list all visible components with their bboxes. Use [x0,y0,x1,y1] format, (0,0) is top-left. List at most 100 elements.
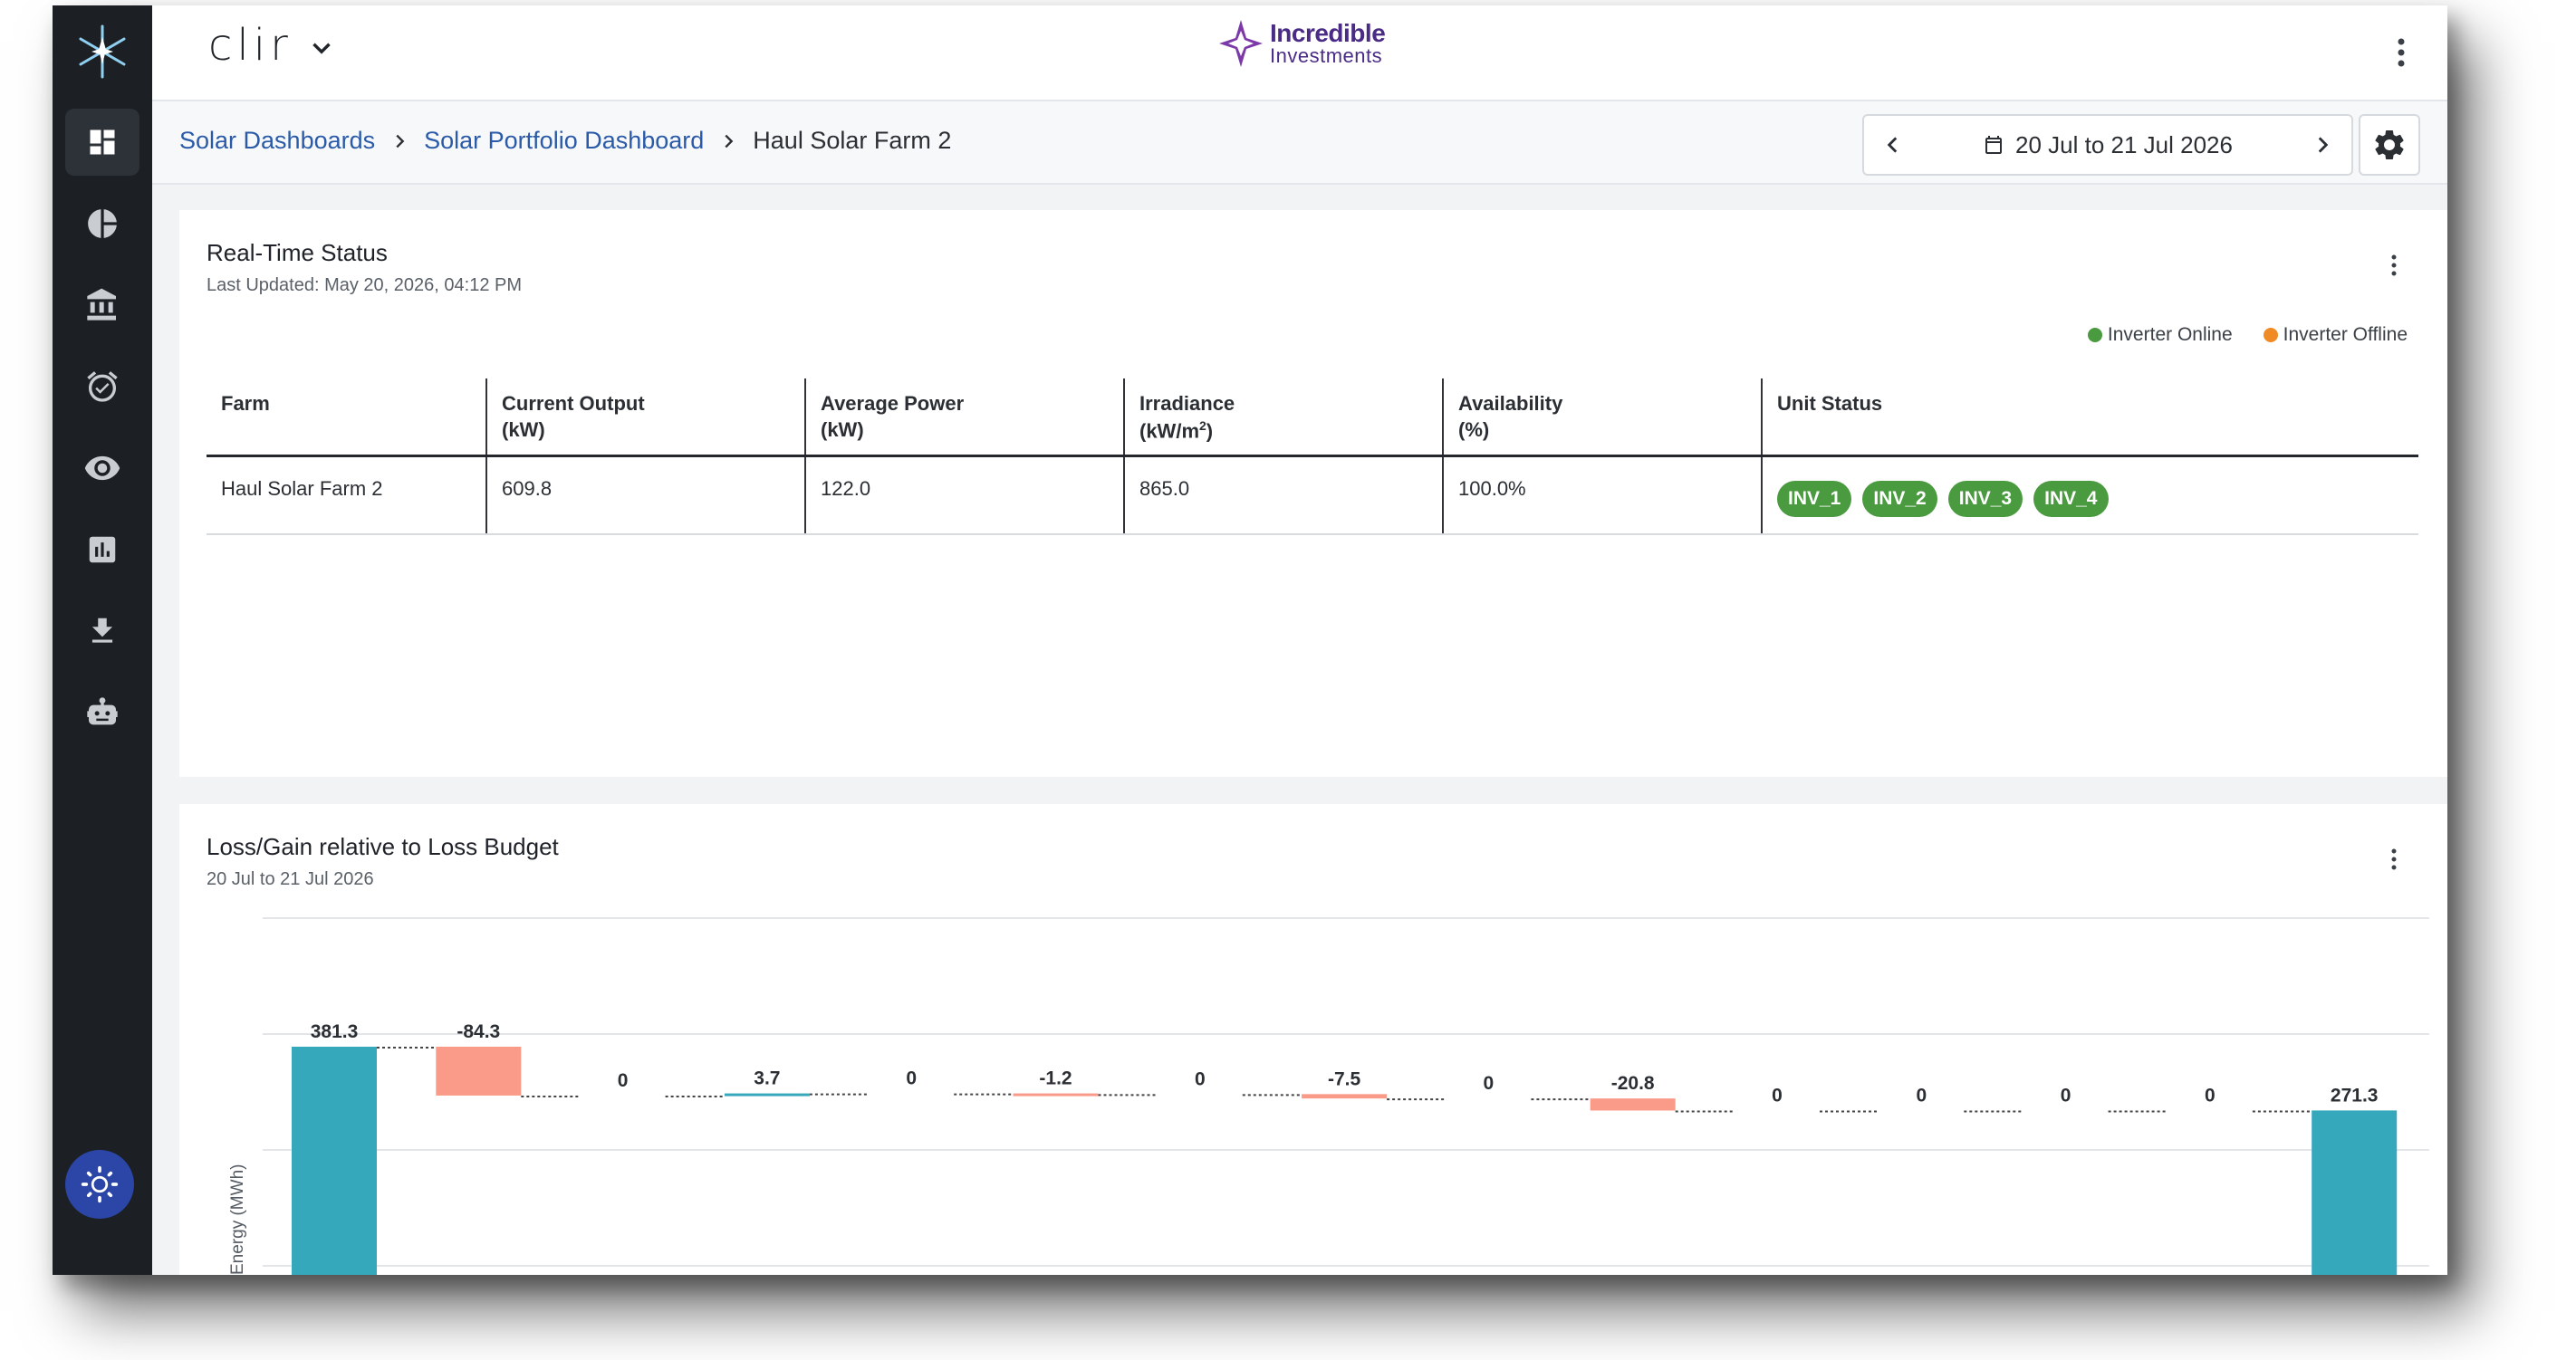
legend-label-offline: Inverter Offline [2283,324,2408,345]
chevron-right-icon [389,131,409,151]
column-header-average-power[interactable]: Average Power (kW) [804,378,1124,457]
date-range-button[interactable]: 20 Jul to 21 Jul 2026 [1922,131,2293,159]
sidebar-item-dashboard[interactable] [65,109,139,176]
data-label: -7.5 [1328,1068,1361,1089]
data-label: 0 [2061,1085,2071,1106]
chevron-right-icon [2318,137,2329,153]
sidebar-item-alarms[interactable] [65,353,139,420]
unit-badges: INV_1 INV_2 INV_3 INV_4 [1777,481,2404,517]
sidebar-item-analytics[interactable] [65,190,139,257]
status-badge[interactable]: INV_2 [1862,481,1937,517]
chart-date-range: 20 Jul to 21 Jul 2026 [207,869,374,889]
breadcrumb-current: Haul Solar Farm 2 [753,127,952,154]
sun-icon [81,1165,119,1203]
data-label: 0 [618,1070,629,1091]
data-label: 0 [2205,1085,2216,1106]
robot-icon [87,697,118,725]
theme-toggle-button[interactable] [65,1150,134,1219]
status-badge[interactable]: INV_1 [1777,481,1852,517]
alarm-check-icon [87,371,118,402]
waterfall-bar [436,1047,522,1096]
data-label: 271.3 [2331,1085,2379,1106]
cell-availability: 100.0% [1442,455,1762,535]
column-header-irradiance[interactable]: Irradiance (kW/m2) [1123,378,1443,457]
waterfall-bar [1302,1094,1388,1099]
brand-star-icon [1219,20,1263,67]
sidebar-item-assistant[interactable] [65,679,139,746]
bank-icon [87,288,116,321]
dashboard-icon [90,129,115,155]
card-menu-icon[interactable] [2389,848,2398,876]
more-options-icon[interactable] [2395,36,2408,73]
data-label: 0 [1484,1073,1495,1094]
download-icon [91,618,113,643]
legend-item-online: Inverter Online [2087,324,2233,346]
sidebar [53,5,152,1275]
data-label: 0 [1772,1085,1783,1106]
breadcrumb-solar-dashboards[interactable]: Solar Dashboards [179,127,376,154]
breadcrumb: Solar Dashboards Solar Portfolio Dashboa… [179,127,951,155]
table-row[interactable]: Haul Solar Farm 2 609.8 122.0 865.0 100.… [207,455,2418,535]
legend-label-online: Inverter Online [2107,324,2233,345]
data-label: -1.2 [1039,1068,1072,1089]
gear-icon [2375,130,2404,159]
pie-chart-icon [88,209,117,238]
app-window: clir Incredible Investments Solar Dashbo… [53,5,2447,1275]
waterfall-bar [1013,1093,1099,1097]
cell-farm: Haul Solar Farm 2 [207,455,486,535]
calendar-icon [1985,136,2003,154]
chevron-right-icon [718,131,738,151]
cell-unit-status: INV_1 INV_2 INV_3 INV_4 [1761,455,2418,535]
status-table: Farm Current Output (kW) Average Power (kW… [207,378,2418,535]
brand-name: Incredible [1270,19,1386,47]
column-header-availability[interactable]: Availability (%) [1442,378,1762,457]
data-label: 0 [906,1068,917,1089]
data-label: 381.3 [311,1021,359,1042]
app-logo-icon[interactable] [70,16,135,87]
waterfall-chart: Energy (MWh) 381.3 -84.3 0 3.7 0 -1.2 0 -7.5 0 -20… [228,917,2429,1275]
waterfall-bar [292,1047,377,1275]
card-title: Loss/Gain relative to Loss Budget [207,833,559,860]
column-header-unit-status[interactable]: Unit Status [1761,378,2418,457]
status-legend: Inverter Online Inverter Offline [2057,324,2408,346]
card-title: Real-Time Status [207,239,388,266]
waterfall-bar [1590,1098,1676,1111]
brand-subname: Investments [1270,44,1383,67]
realtime-status-card: Real-Time Status Last Updated: May 20, 2… [179,210,2447,777]
data-label: -84.3 [457,1021,500,1042]
date-range-label: 20 Jul to 21 Jul 2026 [2015,130,2233,158]
app-name[interactable]: clir [208,20,293,71]
nav-bar: Solar Dashboards Solar Portfolio Dashboa… [152,101,2447,185]
waterfall-bar [724,1093,810,1097]
legend-dot-offline [2263,328,2278,342]
sidebar-item-finance[interactable] [65,272,139,339]
chevron-left-icon [1887,137,1898,153]
sidebar-item-reports[interactable] [65,516,139,583]
settings-button[interactable] [2359,114,2420,176]
data-label: 0 [1195,1068,1206,1089]
data-label: 3.7 [754,1068,780,1089]
status-badge[interactable]: INV_4 [2033,481,2109,517]
cell-current-output: 609.8 [485,455,805,535]
sidebar-item-downloads[interactable] [65,598,139,665]
legend-item-offline: Inverter Offline [2263,324,2408,346]
y-axis-label: Energy (MWh) [228,1164,247,1275]
card-menu-icon[interactable] [2389,254,2398,282]
loss-gain-card: Energy (MWh) 381.3 -84.3 0 3.7 0 -1.2 0 -7.5 0 -20… [179,804,2447,1275]
data-label: 0 [1916,1085,1927,1106]
cell-average-power: 122.0 [804,455,1124,535]
waterfall-bar [2312,1110,2398,1275]
column-header-farm[interactable]: Farm [207,378,486,457]
date-range-picker: 20 Jul to 21 Jul 2026 [1862,114,2353,176]
column-header-current-output[interactable]: Current Output (kW) [485,378,805,457]
next-date-button[interactable] [2293,133,2351,157]
brand-logo: Incredible Investments [1217,18,1386,69]
chevron-down-icon[interactable] [306,33,337,68]
bar-chart-icon [89,536,116,563]
sidebar-item-monitoring[interactable] [65,435,139,502]
status-badge[interactable]: INV_3 [1947,481,2023,517]
legend-dot-online [2087,328,2102,342]
top-bar: clir Incredible Investments [152,5,2447,101]
previous-date-button[interactable] [1864,133,1922,157]
breadcrumb-solar-portfolio-dashboard[interactable]: Solar Portfolio Dashboard [424,127,705,154]
